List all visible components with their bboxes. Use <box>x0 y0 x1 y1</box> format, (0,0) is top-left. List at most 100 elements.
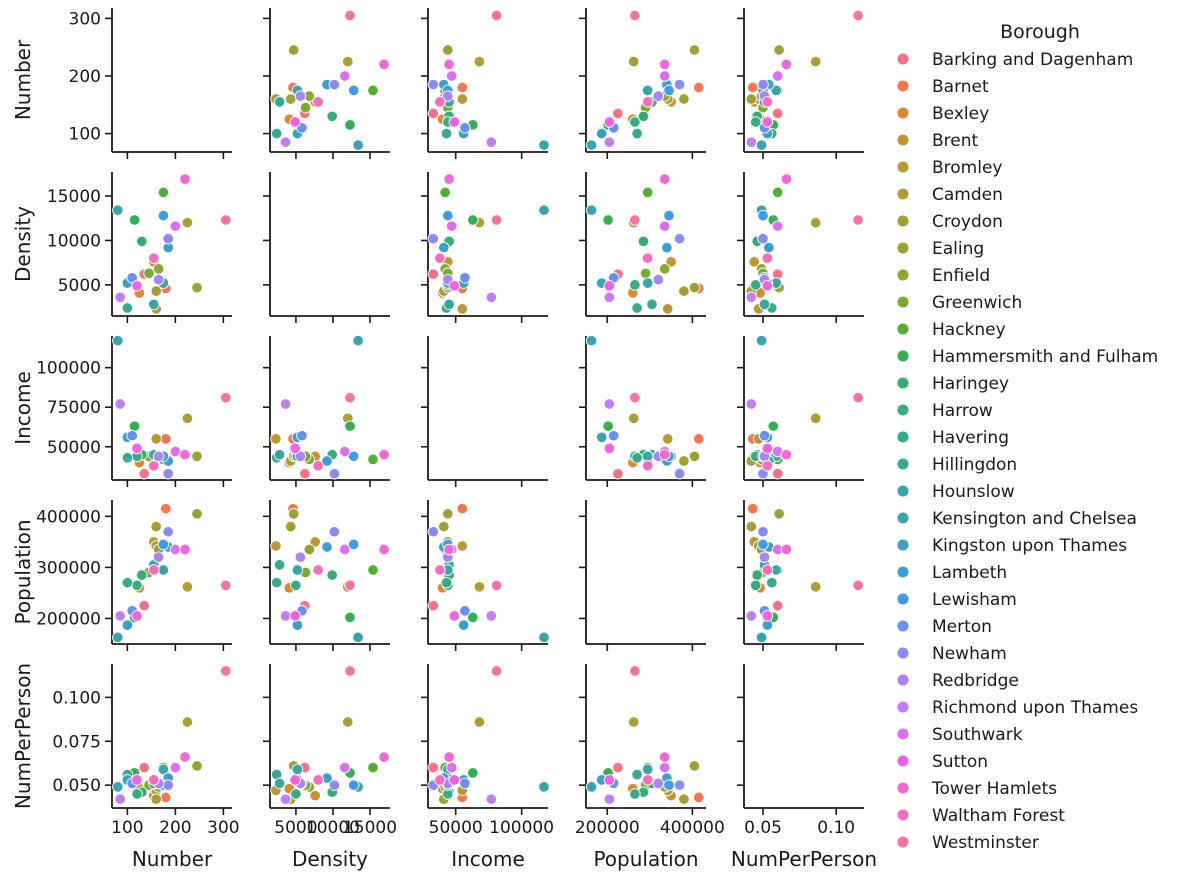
point-southwark <box>658 70 671 82</box>
point-ealing <box>191 450 203 463</box>
legend-marker <box>896 808 910 822</box>
legend-marker <box>896 52 910 66</box>
point-westminster <box>220 579 232 592</box>
point-sutton <box>761 116 774 128</box>
point-southwark <box>445 220 458 232</box>
legend-label: Westminster <box>932 833 1039 853</box>
legend-marker <box>896 457 910 471</box>
point-enfield <box>658 263 671 275</box>
point-haringey <box>637 110 650 123</box>
point-barking-and-dagenham <box>771 107 784 120</box>
point-hammersmith-and-fulham <box>467 767 479 779</box>
x-axis-title: Number <box>132 847 213 871</box>
legend-marker <box>896 268 910 282</box>
point-barking-and-dagenham <box>427 107 440 120</box>
point-westminster <box>629 391 641 404</box>
point-sutton <box>448 116 461 128</box>
y-axis-title: Density <box>11 206 35 282</box>
point-kensington-and-chelsea <box>112 631 124 644</box>
point-hillingdon <box>646 298 658 311</box>
point-croydon <box>678 285 690 297</box>
point-richmond-upon-thames <box>485 610 498 622</box>
y-axis-title: Income <box>11 371 35 445</box>
point-lambeth <box>321 541 333 553</box>
point-croydon <box>678 93 690 105</box>
legend-label: Southwark <box>932 725 1023 745</box>
point-westminster <box>852 9 864 22</box>
point-merton <box>459 605 471 617</box>
y-tick-label: 50000 <box>47 438 101 458</box>
point-kensington-and-chelsea <box>352 139 364 151</box>
point-tower-hamlets <box>378 58 390 71</box>
point-westminster <box>629 665 641 677</box>
point-waltham-forest <box>761 460 774 472</box>
point-richmond-upon-thames <box>279 136 292 148</box>
point-lewisham <box>157 209 170 222</box>
panel-number-vs-number: 100 200 300 <box>69 8 232 159</box>
point-tower-hamlets <box>658 751 671 763</box>
point-hammersmith-and-fulham <box>344 420 356 432</box>
y-axis-title: Population <box>11 519 35 624</box>
point-waltham-forest <box>312 460 324 472</box>
panel-density-vs-numperperson <box>737 172 864 323</box>
point-southwark <box>445 761 458 774</box>
point-kensington-and-chelsea <box>755 631 768 644</box>
point-croydon <box>438 520 450 533</box>
point-bromley <box>270 433 282 445</box>
point-sutton <box>603 116 616 128</box>
point-croydon <box>745 520 758 533</box>
x-tick-label: 300 <box>207 818 239 838</box>
point-merton <box>126 429 138 442</box>
point-lewisham <box>442 209 454 222</box>
point-westminster <box>490 9 503 22</box>
point-newham <box>673 78 686 91</box>
point-richmond-upon-thames <box>603 291 616 304</box>
legend-label: Greenwich <box>932 293 1022 313</box>
x-tick-label: 0.10 <box>817 818 855 838</box>
point-sutton <box>131 280 143 292</box>
point-westminster <box>344 9 356 22</box>
point-redbridge <box>652 90 665 102</box>
point-lewisham <box>663 84 675 97</box>
panel-number-vs-income <box>421 8 550 159</box>
point-bromley <box>456 93 469 105</box>
point-westminster <box>852 391 864 404</box>
point-harrow <box>749 579 762 592</box>
point-barnet <box>456 502 469 515</box>
point-richmond-upon-thames <box>114 398 126 410</box>
legend-label: Waltham Forest <box>932 806 1065 826</box>
point-barnet <box>160 502 172 515</box>
point-richmond-upon-thames <box>279 398 292 410</box>
point-hillingdon <box>273 777 286 790</box>
point-kensington-and-chelsea <box>585 334 598 347</box>
x-tick-label: 5000 <box>274 818 317 838</box>
legend-marker <box>896 241 910 255</box>
point-richmond-upon-thames <box>485 793 498 805</box>
legend-label: Kensington and Chelsea <box>932 509 1137 529</box>
point-waltham-forest <box>761 252 774 264</box>
point-richmond-upon-thames <box>745 136 758 148</box>
point-kensington-and-chelsea <box>538 631 550 644</box>
point-ealing <box>191 760 203 772</box>
point-southwark <box>339 70 351 82</box>
point-hackney <box>367 761 379 774</box>
point-hammersmith-and-fulham <box>602 420 614 432</box>
point-sutton <box>448 774 461 786</box>
point-hackney <box>771 186 784 199</box>
point-tower-hamlets <box>658 173 671 185</box>
point-newham <box>328 78 341 91</box>
point-hammersmith-and-fulham <box>344 611 356 624</box>
legend-marker <box>896 214 910 228</box>
point-westminster <box>344 665 356 677</box>
legend-label: Camden <box>932 185 1003 205</box>
point-sutton <box>289 442 301 455</box>
y-tick-label: 5000 <box>58 276 101 296</box>
point-waltham-forest <box>312 96 324 108</box>
point-tower-hamlets <box>179 543 191 556</box>
point-newham <box>162 525 174 538</box>
point-westminster <box>220 665 232 677</box>
point-kensington-and-chelsea <box>352 631 364 644</box>
point-newham <box>328 779 341 791</box>
point-sutton <box>289 774 301 786</box>
